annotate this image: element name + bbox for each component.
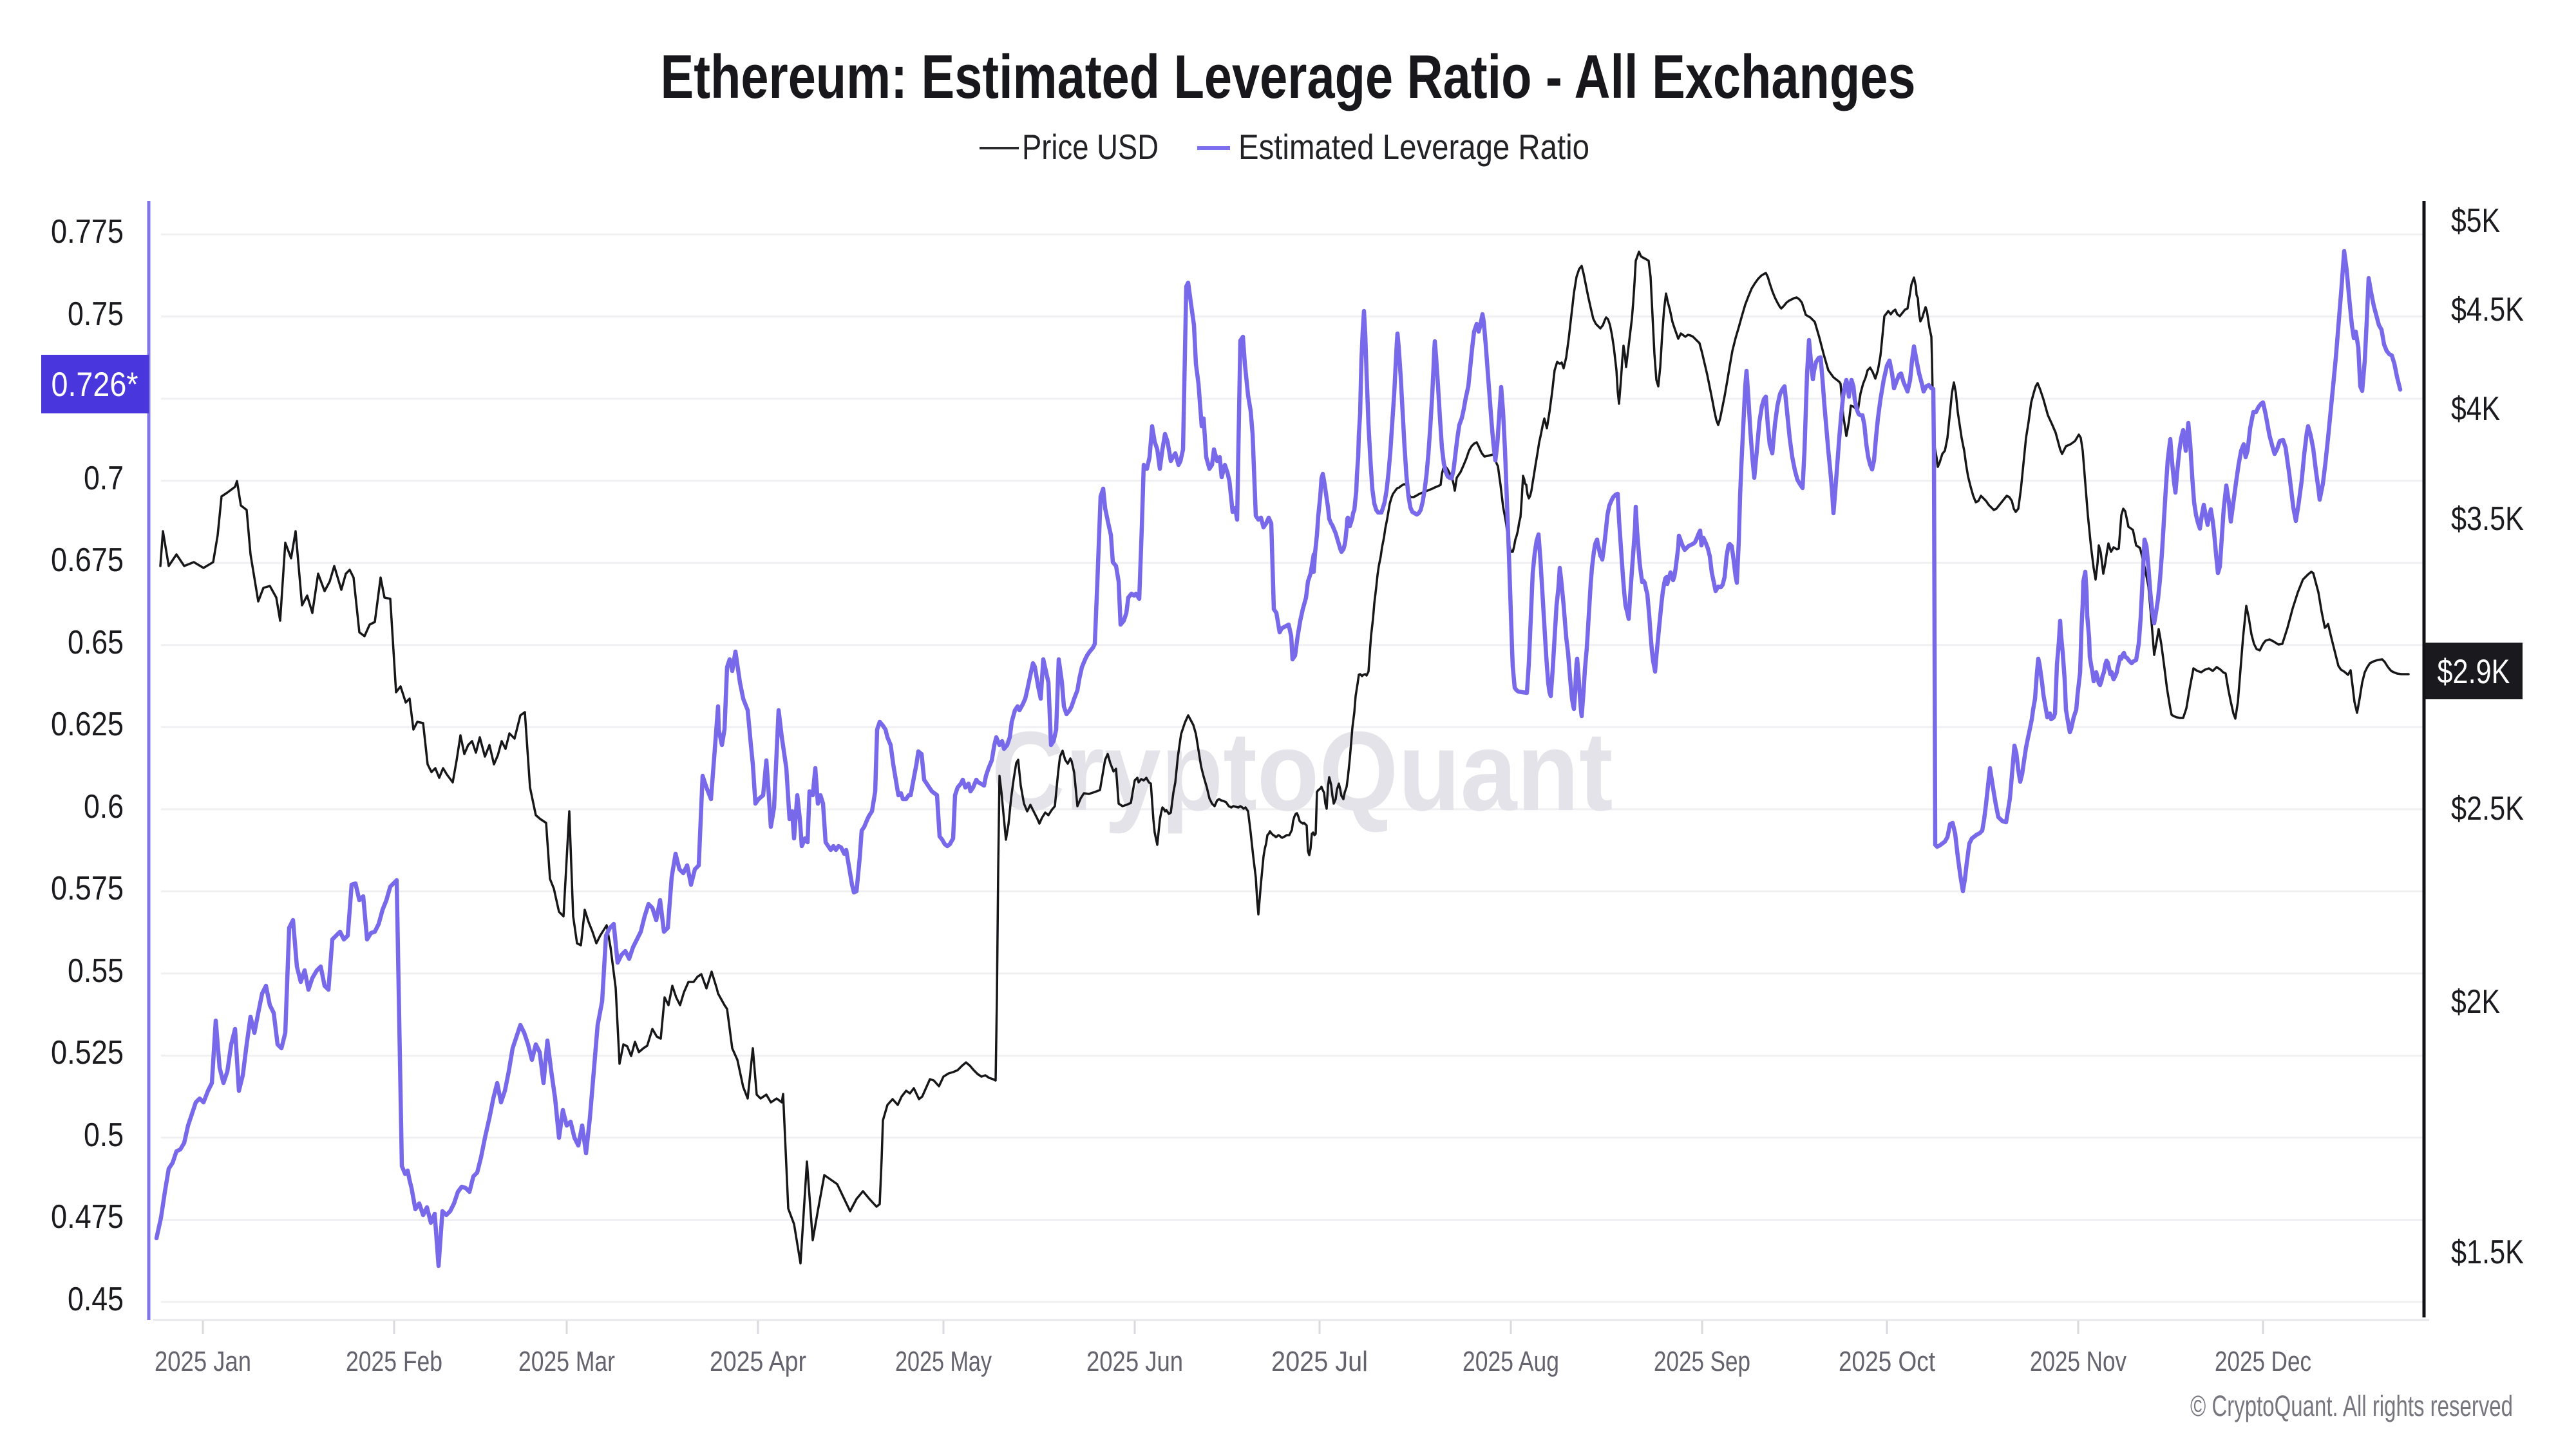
svg-text:CryptoQuant: CryptoQuant [992,709,1613,834]
svg-text:$1.5K: $1.5K [2451,1234,2524,1271]
svg-text:0.6: 0.6 [84,788,124,825]
svg-text:$2K: $2K [2451,983,2500,1021]
svg-text:0.65: 0.65 [68,624,124,661]
svg-text:2025 Feb: 2025 Feb [346,1346,442,1377]
svg-text:0.45: 0.45 [68,1281,124,1318]
svg-text:2025 Aug: 2025 Aug [1463,1346,1559,1377]
svg-text:0.575: 0.575 [51,870,124,907]
svg-text:0.675: 0.675 [51,542,124,579]
svg-text:Ethereum: Estimated Leverage R: Ethereum: Estimated Leverage Ratio - All… [661,42,1916,111]
svg-text:2025 Apr: 2025 Apr [710,1346,806,1377]
svg-text:0.75: 0.75 [68,296,124,333]
svg-text:$3.5K: $3.5K [2451,500,2524,538]
svg-text:0.7: 0.7 [84,460,124,497]
svg-text:2025 Mar: 2025 Mar [518,1346,615,1377]
svg-text:2025 May: 2025 May [895,1346,992,1377]
svg-text:$2.9K: $2.9K [2438,653,2510,691]
svg-text:2025 Sep: 2025 Sep [1654,1346,1750,1377]
svg-text:$2.5K: $2.5K [2451,790,2524,827]
svg-text:0.775: 0.775 [51,213,124,250]
svg-text:© CryptoQuant. All rights rese: © CryptoQuant. All rights reserved [2190,1390,2513,1422]
svg-text:0.625: 0.625 [51,706,124,743]
svg-text:Estimated Leverage Ratio: Estimated Leverage Ratio [1238,127,1589,167]
svg-text:2025 Nov: 2025 Nov [2030,1346,2126,1377]
svg-text:2025 Oct: 2025 Oct [1839,1346,1935,1377]
svg-text:0.525: 0.525 [51,1034,124,1071]
svg-text:2025 Dec: 2025 Dec [2215,1346,2311,1377]
svg-text:0.55: 0.55 [68,952,124,990]
svg-text:Price USD: Price USD [1022,127,1159,167]
svg-text:0.5: 0.5 [84,1117,124,1154]
svg-text:0.726*: 0.726* [52,366,138,404]
svg-text:2025 Jul: 2025 Jul [1271,1346,1368,1377]
svg-text:$4.5K: $4.5K [2451,291,2524,328]
svg-text:$4K: $4K [2451,390,2500,428]
svg-text:2025 Jun: 2025 Jun [1086,1346,1183,1377]
svg-text:0.475: 0.475 [51,1198,124,1236]
svg-text:2025 Jan: 2025 Jan [155,1346,251,1377]
svg-text:$5K: $5K [2451,202,2500,240]
